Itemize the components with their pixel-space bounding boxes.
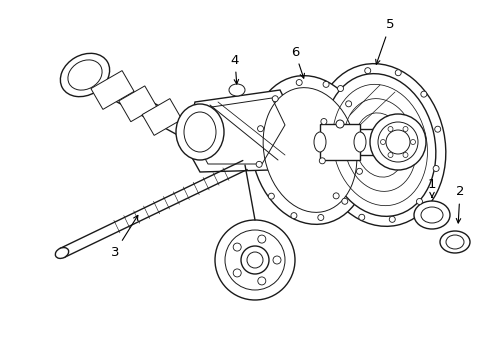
Ellipse shape: [241, 246, 268, 274]
Ellipse shape: [409, 139, 415, 144]
Ellipse shape: [380, 139, 385, 144]
Ellipse shape: [256, 161, 262, 167]
Ellipse shape: [353, 132, 365, 152]
Ellipse shape: [290, 213, 296, 219]
Ellipse shape: [55, 248, 68, 258]
Polygon shape: [91, 71, 134, 109]
Ellipse shape: [413, 201, 449, 229]
Ellipse shape: [387, 126, 392, 131]
Ellipse shape: [369, 114, 425, 170]
Ellipse shape: [387, 153, 392, 157]
Ellipse shape: [313, 132, 325, 152]
Ellipse shape: [356, 168, 362, 174]
Ellipse shape: [263, 87, 356, 212]
Ellipse shape: [272, 96, 278, 102]
Ellipse shape: [228, 84, 244, 96]
Ellipse shape: [358, 214, 364, 220]
Ellipse shape: [257, 235, 265, 243]
Polygon shape: [119, 86, 157, 122]
Ellipse shape: [296, 80, 302, 86]
Ellipse shape: [323, 81, 328, 87]
Ellipse shape: [388, 216, 394, 222]
Ellipse shape: [319, 158, 325, 164]
Ellipse shape: [224, 230, 285, 290]
Ellipse shape: [233, 243, 241, 251]
Ellipse shape: [324, 74, 435, 216]
Ellipse shape: [268, 193, 274, 199]
Ellipse shape: [257, 277, 265, 285]
Ellipse shape: [439, 231, 469, 253]
Text: 1: 1: [427, 179, 435, 197]
Ellipse shape: [272, 256, 281, 264]
Polygon shape: [184, 90, 294, 172]
Text: 4: 4: [230, 54, 239, 84]
Ellipse shape: [176, 104, 224, 160]
Ellipse shape: [215, 220, 294, 300]
Ellipse shape: [445, 235, 463, 249]
Ellipse shape: [357, 132, 363, 139]
Ellipse shape: [341, 198, 347, 204]
Ellipse shape: [420, 207, 442, 223]
Ellipse shape: [402, 126, 407, 131]
Ellipse shape: [432, 166, 438, 171]
Ellipse shape: [233, 269, 241, 277]
Ellipse shape: [183, 112, 216, 152]
Ellipse shape: [332, 193, 339, 199]
Ellipse shape: [385, 130, 409, 154]
Ellipse shape: [68, 60, 102, 90]
Ellipse shape: [257, 126, 263, 132]
Ellipse shape: [364, 68, 370, 74]
Text: 3: 3: [110, 215, 138, 258]
Text: 2: 2: [455, 185, 463, 223]
Ellipse shape: [402, 153, 407, 157]
Ellipse shape: [320, 118, 326, 125]
Ellipse shape: [317, 215, 323, 220]
Ellipse shape: [313, 64, 445, 226]
Ellipse shape: [377, 122, 417, 162]
Ellipse shape: [251, 76, 368, 224]
Ellipse shape: [434, 126, 440, 132]
Text: 6: 6: [290, 45, 304, 78]
Ellipse shape: [335, 120, 343, 128]
Polygon shape: [319, 124, 359, 160]
Ellipse shape: [60, 53, 109, 96]
Ellipse shape: [394, 70, 401, 76]
Polygon shape: [142, 99, 182, 135]
Ellipse shape: [246, 252, 263, 268]
Text: 5: 5: [375, 18, 393, 64]
Ellipse shape: [345, 101, 351, 107]
Ellipse shape: [420, 91, 426, 97]
Ellipse shape: [337, 86, 343, 91]
Ellipse shape: [416, 198, 422, 204]
